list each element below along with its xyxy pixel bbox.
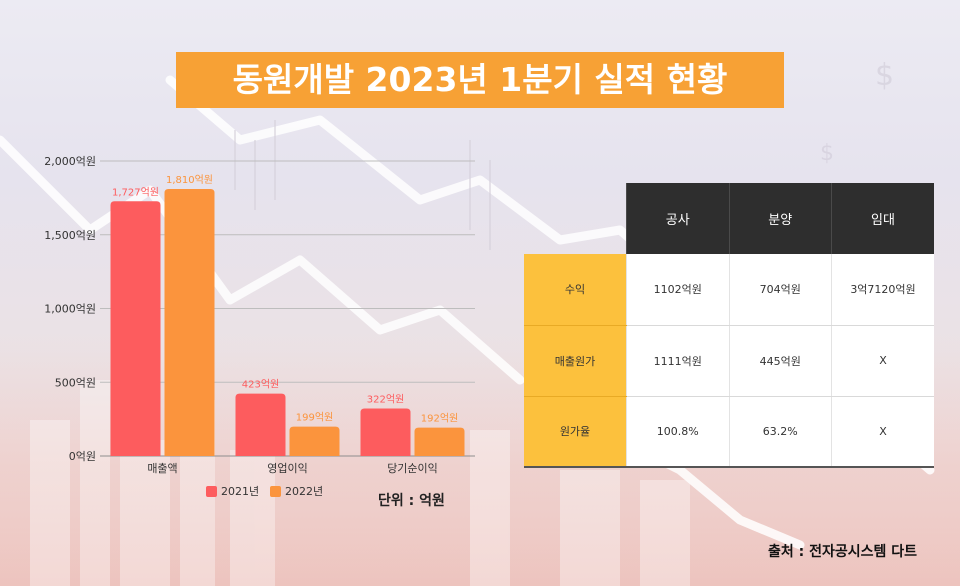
bar-chart: 0억원 500억원 1,000억원 1,500억원 2,000억원 1,727억원 1,81… bbox=[44, 155, 475, 498]
x-tick-label: 영업이익 bbox=[267, 462, 307, 475]
table-cell: X bbox=[831, 396, 934, 468]
data-label: 423억원 bbox=[242, 379, 280, 391]
table-cell: 704억원 bbox=[728, 254, 832, 326]
bar-2022년 bbox=[414, 427, 465, 456]
y-tick-label: 2,000억원 bbox=[44, 155, 96, 168]
data-label: 322억원 bbox=[367, 394, 405, 406]
data-label: 1,727억원 bbox=[112, 186, 159, 198]
table-cell: 445억원 bbox=[728, 325, 832, 397]
source-note: 출처 : 전자공시스템 다트 bbox=[768, 544, 918, 560]
table-cell: 1102억원 bbox=[626, 254, 729, 326]
table-cell: 100.8% bbox=[626, 396, 729, 468]
y-tick-label: 1,000억원 bbox=[44, 303, 96, 316]
table-row: 수익 1102억원 704억원 3억7120억원 bbox=[524, 254, 934, 326]
bar-2021년 bbox=[110, 201, 161, 456]
table-cell: 63.2% bbox=[728, 396, 832, 468]
legend-label: 2022년 bbox=[285, 485, 323, 498]
bar-2021년 bbox=[235, 393, 286, 456]
table-corner bbox=[524, 183, 627, 254]
table-header: 공사 bbox=[626, 183, 729, 254]
row-label: 매출원가 bbox=[524, 325, 627, 397]
svg-text:$: $ bbox=[875, 58, 894, 93]
row-label: 원가율 bbox=[524, 396, 627, 468]
y-tick-label: 500억원 bbox=[55, 376, 96, 389]
svg-text:$: $ bbox=[820, 141, 834, 166]
legend-swatch bbox=[270, 486, 281, 497]
table-header: 분양 bbox=[728, 183, 832, 254]
table-cell: X bbox=[831, 325, 934, 397]
bar-2022년 bbox=[164, 189, 215, 456]
cost-table: 공사 분양 임대 수익 1102억원 704억원 3억7120억원 매출원가 1… bbox=[524, 183, 934, 468]
table-row: 매출원가 1111억원 445억원 X bbox=[524, 325, 934, 397]
data-label: 1,810억원 bbox=[166, 174, 213, 186]
legend-swatch bbox=[206, 486, 217, 497]
table-header: 임대 bbox=[831, 183, 934, 254]
page-title: 동원개발 2023년 1분기 실적 현황 bbox=[176, 52, 784, 108]
bar-2022년 bbox=[289, 426, 340, 456]
table-header-row: 공사 분양 임대 bbox=[524, 183, 934, 254]
y-tick-label: 0억원 bbox=[69, 450, 96, 463]
legend-label: 2021년 bbox=[221, 485, 259, 498]
x-tick-label: 매출액 bbox=[147, 462, 177, 475]
data-label: 199억원 bbox=[296, 412, 334, 424]
x-tick-label: 당기순이익 bbox=[387, 462, 438, 475]
row-label: 수익 bbox=[524, 254, 627, 326]
unit-label: 단위 : 억원 bbox=[378, 493, 445, 509]
table-row: 원가율 100.8% 63.2% X bbox=[524, 396, 934, 468]
bar-2021년 bbox=[360, 408, 411, 456]
table-cell: 1111억원 bbox=[626, 325, 729, 397]
table-cell: 3억7120억원 bbox=[831, 254, 934, 326]
data-label: 192억원 bbox=[421, 413, 459, 425]
y-tick-label: 1,500억원 bbox=[44, 229, 96, 242]
